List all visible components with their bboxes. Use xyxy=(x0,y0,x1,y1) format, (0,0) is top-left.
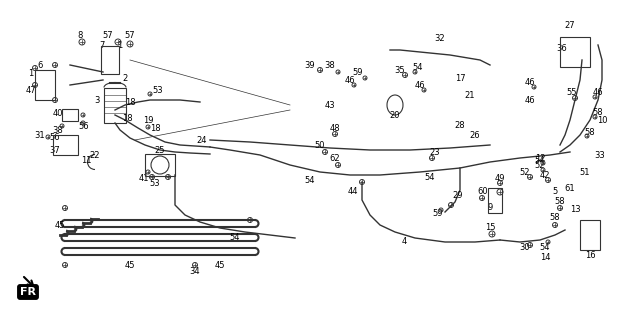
Text: 52: 52 xyxy=(535,161,545,170)
Text: 32: 32 xyxy=(435,34,446,43)
Text: 62: 62 xyxy=(329,154,340,163)
Text: 18: 18 xyxy=(125,98,135,107)
Text: 5: 5 xyxy=(552,188,558,196)
Text: 27: 27 xyxy=(565,20,575,29)
Text: 46: 46 xyxy=(415,81,426,90)
Text: 1: 1 xyxy=(28,68,34,77)
Text: 38: 38 xyxy=(324,60,335,69)
Bar xyxy=(580,220,600,250)
Text: 24: 24 xyxy=(197,135,207,145)
Text: 51: 51 xyxy=(580,167,590,177)
Text: 46: 46 xyxy=(344,76,355,84)
Text: 22: 22 xyxy=(90,150,100,159)
Text: 37: 37 xyxy=(50,146,61,155)
Text: 47: 47 xyxy=(26,85,36,94)
Text: 25: 25 xyxy=(155,146,165,155)
Text: 20: 20 xyxy=(390,110,400,119)
Text: 36: 36 xyxy=(557,44,567,52)
Bar xyxy=(35,70,55,100)
Text: 53: 53 xyxy=(150,179,160,188)
Text: 46: 46 xyxy=(525,95,535,105)
Text: 21: 21 xyxy=(465,91,475,100)
Text: 3: 3 xyxy=(94,95,100,105)
Text: 58: 58 xyxy=(585,127,595,137)
Bar xyxy=(145,154,175,176)
Text: 58: 58 xyxy=(555,197,565,206)
Text: 11: 11 xyxy=(80,156,91,164)
Text: 60: 60 xyxy=(478,188,489,196)
Text: FR: FR xyxy=(20,287,36,297)
Text: 53: 53 xyxy=(153,85,163,94)
Text: 58: 58 xyxy=(550,213,560,222)
Text: 59: 59 xyxy=(353,68,363,76)
Text: 52: 52 xyxy=(520,167,530,177)
Text: 26: 26 xyxy=(470,131,480,140)
Text: 45: 45 xyxy=(55,220,66,229)
Text: 30: 30 xyxy=(520,244,530,252)
Bar xyxy=(62,109,78,121)
Text: 44: 44 xyxy=(348,188,358,196)
Text: 31: 31 xyxy=(35,131,46,140)
Text: 41: 41 xyxy=(139,173,149,182)
Text: 9: 9 xyxy=(487,204,492,212)
Text: 61: 61 xyxy=(565,183,575,193)
Text: 49: 49 xyxy=(495,173,505,182)
Bar xyxy=(560,37,590,67)
Text: 38: 38 xyxy=(52,125,64,134)
Text: 54: 54 xyxy=(305,175,315,185)
Text: 42: 42 xyxy=(540,171,550,180)
Text: 45: 45 xyxy=(125,260,135,269)
Text: 43: 43 xyxy=(324,100,335,109)
Text: 29: 29 xyxy=(453,190,463,199)
Text: 50: 50 xyxy=(314,140,325,149)
Text: 8: 8 xyxy=(77,30,83,39)
Text: 45: 45 xyxy=(215,260,225,269)
Text: 40: 40 xyxy=(53,108,63,117)
Text: 16: 16 xyxy=(585,251,595,260)
Text: 6: 6 xyxy=(37,60,42,69)
Text: 18: 18 xyxy=(122,114,132,123)
Text: 55: 55 xyxy=(567,87,577,97)
Text: 34: 34 xyxy=(190,268,200,276)
Bar xyxy=(52,135,77,155)
Text: 7: 7 xyxy=(99,41,105,50)
Text: 56: 56 xyxy=(50,132,61,141)
Text: 35: 35 xyxy=(395,66,406,75)
Text: 4: 4 xyxy=(401,237,407,246)
Text: 19: 19 xyxy=(143,116,154,124)
Text: 17: 17 xyxy=(455,74,466,83)
Text: 18: 18 xyxy=(150,124,160,132)
Text: 57: 57 xyxy=(103,30,114,39)
Text: 58: 58 xyxy=(593,108,603,116)
Text: 39: 39 xyxy=(305,60,315,69)
Text: 28: 28 xyxy=(455,121,466,130)
Text: 12: 12 xyxy=(535,154,545,163)
Text: 2: 2 xyxy=(122,74,128,83)
Text: 1: 1 xyxy=(117,41,123,50)
Text: 54: 54 xyxy=(230,234,240,243)
Text: 54: 54 xyxy=(412,62,423,71)
Bar xyxy=(488,188,502,212)
Text: 10: 10 xyxy=(597,116,607,124)
Text: 23: 23 xyxy=(430,148,441,156)
Text: 57: 57 xyxy=(125,30,135,39)
Text: 46: 46 xyxy=(593,87,603,97)
Bar xyxy=(104,87,126,123)
Text: 54: 54 xyxy=(540,244,550,252)
Text: 14: 14 xyxy=(540,253,550,262)
Text: 15: 15 xyxy=(485,223,495,233)
Bar xyxy=(101,46,119,74)
Text: 54: 54 xyxy=(425,172,436,181)
Text: 48: 48 xyxy=(329,124,340,132)
Text: 56: 56 xyxy=(79,122,89,131)
Text: 46: 46 xyxy=(525,77,535,86)
Text: 13: 13 xyxy=(570,205,580,214)
Text: 54: 54 xyxy=(535,156,545,164)
Text: 59: 59 xyxy=(433,210,443,219)
Text: 33: 33 xyxy=(595,150,605,159)
